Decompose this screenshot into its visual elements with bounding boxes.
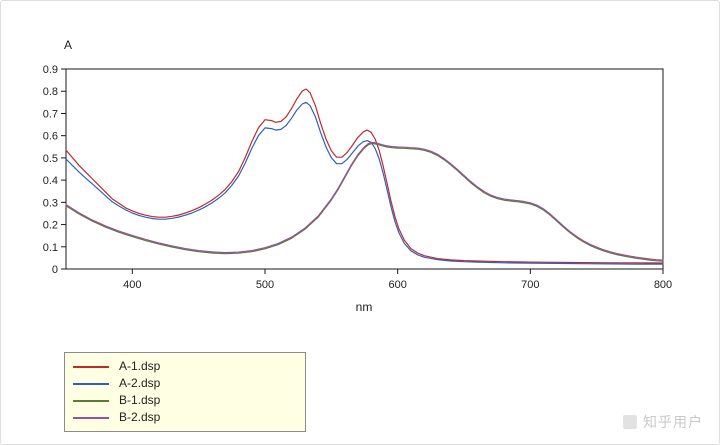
watermark-logo-icon [623, 415, 637, 429]
x-tick-label: 600 [388, 279, 406, 291]
y-tick-label: 0.7 [43, 108, 58, 120]
legend-label: B-2.dsp [119, 410, 161, 424]
series-line-A-1.dsp [65, 88, 664, 264]
y-tick-label: 0 [52, 264, 58, 276]
legend-swatch [73, 416, 109, 419]
legend-swatch [73, 399, 109, 402]
x-tick-label: 800 [654, 279, 672, 291]
plot-area [65, 68, 664, 270]
legend-label: A-2.dsp [119, 376, 161, 390]
y-tick-label: 0.8 [43, 86, 58, 98]
series-line-B-1.dsp [65, 142, 664, 262]
legend-swatch [73, 365, 109, 368]
legend-swatch [73, 382, 109, 385]
series-line-A-2.dsp [65, 101, 664, 265]
legend-label: B-1.dsp [119, 393, 161, 407]
y-tick-label: 0.9 [43, 64, 58, 76]
y-tick-label: 0.1 [43, 242, 58, 254]
legend-item: B-2.dsp [73, 409, 297, 426]
spectra-chart: A nm 0 0.1 0.2 0.3 0.4 0.5 0.6 0.7 0.8 0.9 400 500 6… [43, 38, 672, 314]
x-tick-label: 500 [256, 279, 274, 291]
y-tick-label: 0.6 [43, 131, 58, 143]
x-tick-label: 400 [123, 279, 141, 291]
y-tick-label: 0.2 [43, 220, 58, 232]
legend-item: B-1.dsp [73, 392, 297, 409]
y-tick-label: 0.4 [43, 175, 58, 187]
y-axis-title: A [64, 38, 72, 52]
series-line-B-2.dsp [65, 141, 664, 261]
y-tick-label: 0.5 [43, 153, 58, 165]
x-tick-label: 700 [521, 279, 539, 291]
legend-item: A-2.dsp [73, 375, 297, 392]
legend: A-1.dsp A-2.dsp B-1.dsp B-2.dsp [64, 352, 306, 432]
watermark: 知乎用户 [623, 412, 703, 432]
legend-item: A-1.dsp [73, 358, 297, 375]
watermark-text: 知乎用户 [643, 414, 703, 430]
x-axis-title: nm [356, 300, 373, 314]
y-tick-label: 0.3 [43, 197, 58, 209]
legend-label: A-1.dsp [119, 359, 161, 373]
